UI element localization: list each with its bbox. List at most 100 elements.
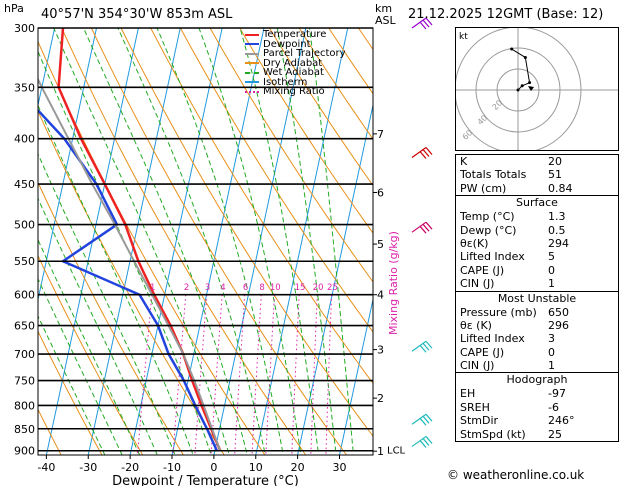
wind-barb-feather [419, 440, 427, 448]
mixing-ratio-label: 10 [270, 283, 281, 293]
index-value: 0 [548, 345, 555, 359]
legend-label: Parcel Trajectory [263, 48, 346, 59]
wind-barb-feather [422, 438, 430, 446]
pressure-tick-label: 350 [14, 81, 35, 94]
legend-item: Dewpoint [245, 39, 346, 50]
hodograph-unit-label: kt [459, 32, 468, 42]
axes: 1 2 3 4 6 8 10 15 20 2530035040045050055060065070… [4, 2, 406, 486]
wind-barb-staff [411, 413, 427, 425]
index-label: Lifted Index [460, 332, 525, 346]
indices-section-hodograph: Hodograph EH -97 SREH -6 StmDir 246° StmSpd (kt… [456, 372, 618, 441]
index-value: 0.84 [548, 181, 573, 195]
wind-barb-feather [419, 344, 427, 353]
wind-barb-feather [425, 17, 433, 26]
x-tick-label: 10 [249, 461, 263, 474]
isotherm-line [339, 297, 373, 455]
pressure-tick-label: 750 [14, 375, 35, 388]
index-row: CAPE (J) 0 [456, 264, 618, 277]
legend: Temperature Dewpoint Parcel Trajectory Dry … [245, 30, 346, 97]
index-row: K 20 [456, 155, 618, 168]
wind-barb-feather [422, 415, 430, 424]
hodograph-ring-label: 60 [461, 128, 475, 142]
mixing-ratio-line [210, 294, 223, 455]
wind-barb-staff [411, 17, 427, 29]
x-axis-label: Dewpoint / Temperature (°C) [112, 474, 299, 486]
wind-barb-feather [425, 340, 433, 349]
index-label: θε(K) [460, 236, 489, 250]
wet-adiabat-line [38, 238, 141, 455]
x-tick-label: -10 [163, 461, 181, 474]
legend-item: Mixing Ratio [245, 87, 346, 97]
index-label: CIN (J) [460, 277, 495, 291]
mixing-ratio-line [265, 294, 275, 455]
mixing-ratio-label: 3 [205, 283, 210, 293]
wind-barb-feather [425, 147, 433, 155]
height-tick-label: 5 [377, 238, 384, 251]
mixing-ratio-line [251, 294, 262, 455]
index-row: SREH -6 [456, 401, 618, 414]
legend-swatch [245, 71, 259, 74]
index-value: 25 [548, 427, 562, 441]
legend-item: Wet Adiabat [245, 68, 346, 78]
index-label: CAPE (J) [460, 345, 505, 359]
index-value: 20 [548, 155, 562, 168]
x-tick-label: -30 [79, 461, 97, 474]
mixing-ratio-label: 25 [327, 283, 338, 293]
index-label: Dewp (°C) [460, 223, 517, 237]
wet-adiabat-line [38, 197, 158, 455]
pressure-tick-label: 500 [14, 219, 35, 232]
wind-barbs [411, 17, 433, 448]
index-row: EH -97 [456, 387, 618, 400]
index-row: CAPE (J) 0 [456, 346, 618, 359]
mixing-ratio-line [234, 294, 246, 455]
index-value: 1.3 [548, 210, 566, 224]
dry-adiabat-line [179, 28, 373, 333]
index-row: CIN (J) 1 [456, 359, 618, 372]
isotherm-line [255, 28, 349, 455]
pressure-tick-label: 650 [14, 320, 35, 333]
index-row: PW (cm) 0.84 [456, 182, 618, 195]
index-value: 650 [548, 305, 569, 319]
pressure-tick-label: 450 [14, 178, 35, 191]
wind-barb-feather [422, 19, 430, 28]
dry-adiabat-line [269, 28, 373, 187]
pressure-tick-label: 800 [14, 399, 35, 412]
lcl-label: LCL [387, 446, 406, 457]
dry-adiabat-line [38, 40, 266, 455]
wind-barb-feather [422, 342, 430, 351]
pressure-tick-label: 400 [14, 133, 35, 146]
mixing-ratio-label: 2 [184, 283, 189, 293]
wind-barb-feather [422, 223, 430, 232]
height-tick-label: 3 [377, 344, 384, 357]
index-label: Temp (°C) [460, 210, 515, 224]
index-row: CIN (J) 1 [456, 277, 618, 290]
legend-label: Dry Adiabat [263, 57, 323, 69]
wind-barb [411, 340, 433, 353]
legend-swatch [245, 90, 259, 93]
index-value: 0 [548, 263, 555, 277]
pressure-tick-label: 700 [14, 348, 35, 361]
index-row: Lifted Index 3 [456, 332, 618, 345]
mixing-ratio-label: 1 [150, 283, 155, 293]
wet-adiabat-line [38, 277, 123, 455]
storm-motion-marker [528, 86, 534, 91]
index-value: 1 [548, 277, 555, 291]
index-label: Pressure (mb) [460, 305, 537, 319]
index-value: 3 [548, 332, 555, 346]
index-value: 0.5 [548, 223, 566, 237]
height-tick-label: 6 [377, 186, 384, 199]
wind-barb-feather [419, 225, 427, 234]
copyright-text: © weatheronline.co.uk [447, 468, 585, 482]
index-value: -97 [548, 387, 566, 401]
index-label: SREH [460, 400, 490, 414]
plot-frame [37, 27, 374, 456]
index-label: Totals Totals [460, 168, 527, 182]
legend-item: Dry Adiabat [245, 57, 346, 69]
wet-adiabat-line [239, 28, 320, 455]
index-label: PW (cm) [460, 181, 507, 195]
mixing-ratio-line [325, 294, 333, 455]
dry-adiabat-line [90, 28, 347, 455]
wet-adiabat-line [276, 28, 337, 455]
location-title: 40°57'N 354°30'W 853m ASL [41, 7, 233, 22]
